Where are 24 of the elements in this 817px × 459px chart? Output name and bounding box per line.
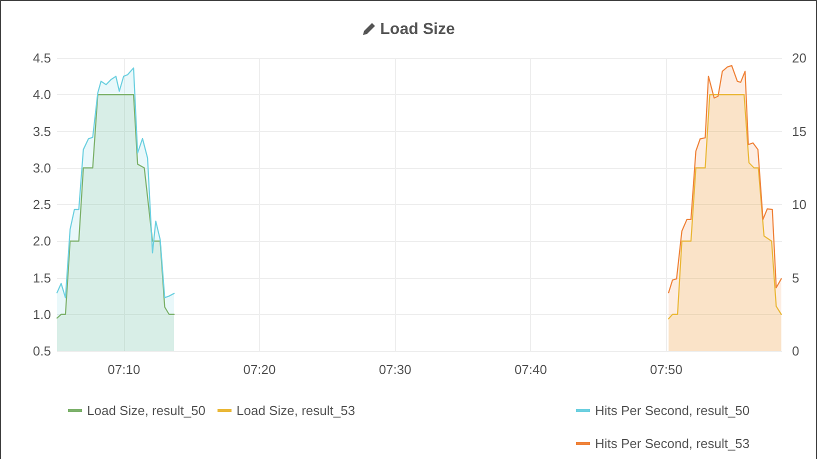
- y-tick-label: 3.5: [32, 124, 51, 139]
- y-tick-label: 3.0: [32, 160, 51, 176]
- x-tick-label: 07:40: [514, 362, 547, 377]
- legend-label: Hits Per Second, result_53: [595, 436, 750, 451]
- y2-tick-label: 0: [792, 344, 800, 358]
- legend-label: Hits Per Second, result_50: [595, 403, 750, 418]
- legend-label: Load Size, result_53: [236, 403, 356, 418]
- y2-tick-label: 5: [792, 270, 800, 286]
- x-tick-label: 07:30: [378, 362, 412, 377]
- chart-title: Load Size: [380, 21, 455, 38]
- y-tick-label: 0.5: [32, 344, 51, 358]
- y2-tick-label: 20: [792, 50, 806, 66]
- y-tick-label: 2.0: [32, 234, 51, 249]
- y2-tick-label: 10: [792, 197, 806, 212]
- y2-tick-label: 15: [792, 124, 806, 139]
- legend-label: Load Size, result_50: [87, 403, 206, 418]
- y-tick-label: 1.5: [32, 270, 51, 286]
- y-tick-label: 1.0: [32, 306, 51, 322]
- x-tick-label: 07:20: [243, 362, 276, 377]
- y-tick-label: 4.0: [32, 87, 51, 102]
- x-tick-label: 07:10: [108, 362, 140, 377]
- x-tick-label: 07:50: [650, 362, 683, 377]
- y-tick-label: 4.5: [32, 50, 51, 66]
- y-tick-label: 2.5: [32, 197, 51, 212]
